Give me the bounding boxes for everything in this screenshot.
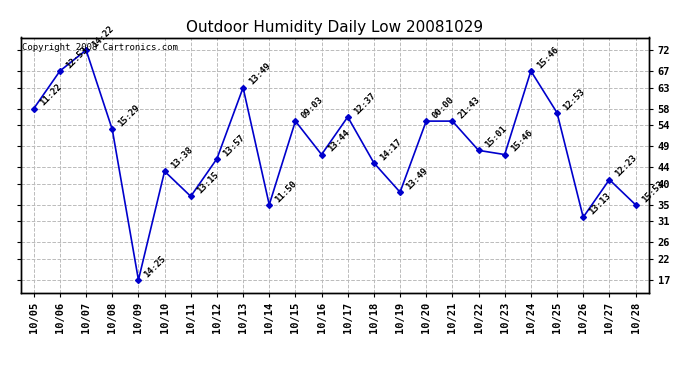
Text: 15:53: 15:53 (640, 178, 665, 204)
Text: 15:29: 15:29 (117, 104, 142, 129)
Text: 13:38: 13:38 (169, 145, 194, 171)
Text: Copyright 2008 Cartronics.com: Copyright 2008 Cartronics.com (22, 43, 178, 52)
Title: Outdoor Humidity Daily Low 20081029: Outdoor Humidity Daily Low 20081029 (186, 20, 483, 35)
Text: 12:53: 12:53 (561, 87, 586, 112)
Text: 21:43: 21:43 (457, 95, 482, 120)
Text: 09:03: 09:03 (299, 95, 325, 120)
Text: 11:50: 11:50 (273, 178, 299, 204)
Text: 11:22: 11:22 (38, 82, 63, 108)
Text: 13:15: 13:15 (195, 170, 220, 196)
Text: 15:46: 15:46 (535, 45, 560, 70)
Text: 15:46: 15:46 (509, 128, 534, 154)
Text: 14:17: 14:17 (378, 137, 404, 162)
Text: 13:13: 13:13 (587, 191, 613, 216)
Text: 12:37: 12:37 (352, 91, 377, 116)
Text: 13:49: 13:49 (247, 62, 273, 87)
Text: 13:49: 13:49 (404, 166, 430, 191)
Text: 14:22: 14:22 (90, 24, 116, 49)
Text: 15:01: 15:01 (483, 124, 508, 150)
Text: 14:25: 14:25 (143, 254, 168, 279)
Text: 13:44: 13:44 (326, 128, 351, 154)
Text: 13:57: 13:57 (221, 133, 246, 158)
Text: 00:00: 00:00 (431, 95, 456, 120)
Text: 12:53: 12:53 (64, 45, 90, 70)
Text: 12:23: 12:23 (613, 153, 639, 179)
